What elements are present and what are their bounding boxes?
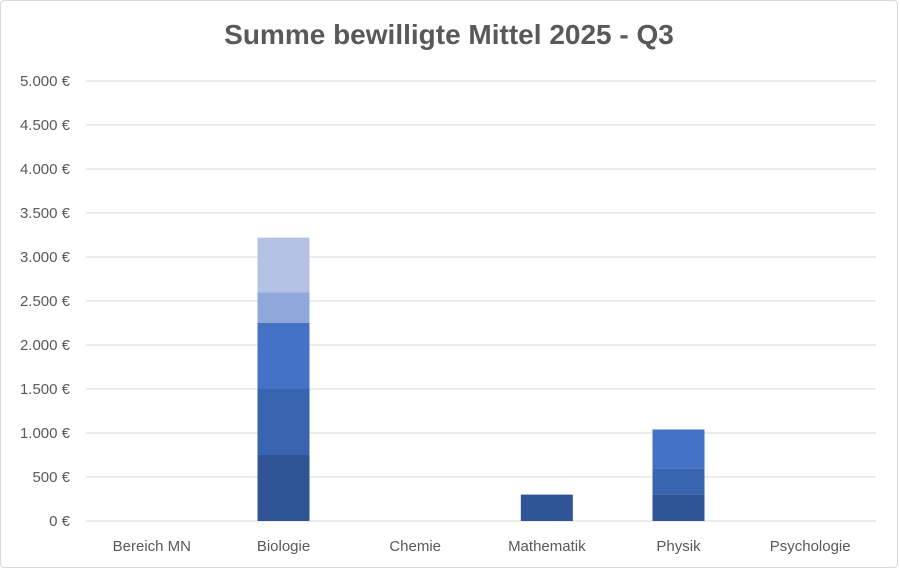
x-category-label: Chemie: [389, 538, 441, 555]
y-tick-label: 4.500 €: [20, 117, 71, 134]
bar-segment: [257, 389, 310, 455]
chart-title: Summe bewilligte Mittel 2025 - Q3: [224, 19, 674, 50]
y-tick-label: 2.500 €: [20, 293, 71, 310]
y-tick-label: 4.000 €: [20, 161, 71, 178]
y-tick-label: 0 €: [49, 513, 71, 530]
bar-segment: [257, 455, 310, 521]
y-tick-labels: 0 € 500 € 1.000 € 1.500 € 2.000 € 2.500 € 3.00…: [20, 73, 71, 530]
bar-segment: [652, 429, 705, 469]
bar-segment: [257, 292, 310, 323]
bar-segment: [652, 468, 705, 495]
x-category-label: Mathematik: [508, 538, 586, 555]
x-category-label: Biologie: [257, 538, 310, 555]
y-tick-label: 1.500 €: [20, 381, 71, 398]
y-tick-label: 1.000 €: [20, 425, 71, 442]
gridlines: [86, 80, 876, 522]
y-tick-label: 3.500 €: [20, 205, 71, 222]
bar-segment: [257, 323, 310, 389]
x-category-label: Bereich MN: [113, 538, 191, 555]
x-category-label: Psychologie: [770, 538, 851, 555]
x-category-label: Physik: [656, 538, 701, 555]
bar-segment: [520, 494, 573, 521]
bars: [257, 237, 705, 521]
y-tick-label: 3.000 €: [20, 249, 71, 266]
y-tick-label: 5.000 €: [20, 73, 71, 90]
bar-segment: [652, 494, 705, 521]
bar-segment: [257, 237, 310, 293]
y-tick-label: 500 €: [32, 469, 70, 486]
x-category-labels: Bereich MN Biologie Chemie Mathematik Physik…: [113, 538, 851, 555]
y-tick-label: 2.000 €: [20, 337, 71, 354]
